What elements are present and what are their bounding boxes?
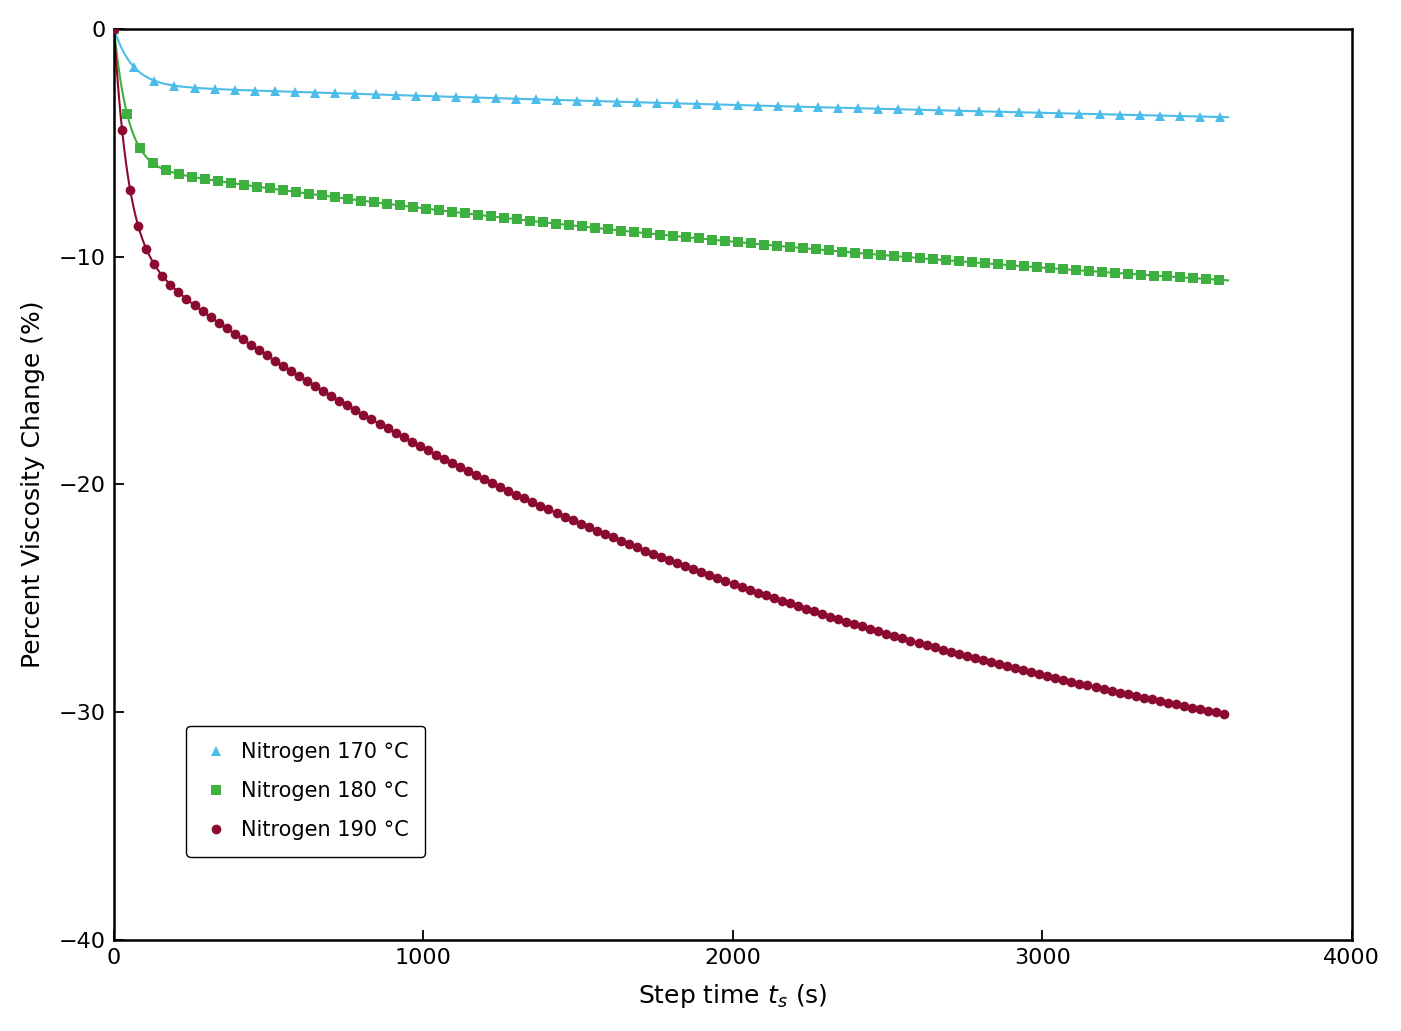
Nitrogen 180 °C xyxy=(1041,262,1058,274)
Nitrogen 170 °C xyxy=(829,101,846,113)
Nitrogen 180 °C xyxy=(639,227,656,239)
Nitrogen 190 °C xyxy=(1192,703,1209,716)
Nitrogen 170 °C xyxy=(729,99,745,111)
Nitrogen 180 °C xyxy=(950,255,967,267)
Nitrogen 170 °C xyxy=(105,23,122,35)
Nitrogen 180 °C xyxy=(105,23,122,35)
Line: Nitrogen 190 °C: Nitrogen 190 °C xyxy=(109,24,1229,719)
Nitrogen 190 °C xyxy=(733,580,750,593)
Nitrogen 190 °C xyxy=(814,607,831,620)
Nitrogen 190 °C xyxy=(122,184,139,196)
Y-axis label: Percent Viscosity Change (%): Percent Viscosity Change (%) xyxy=(21,301,45,668)
Nitrogen 170 °C xyxy=(509,93,525,105)
Nitrogen 180 °C xyxy=(1210,273,1227,286)
Nitrogen 170 °C xyxy=(1212,110,1229,123)
Line: Nitrogen 180 °C: Nitrogen 180 °C xyxy=(109,24,1223,285)
Line: Nitrogen 170 °C: Nitrogen 170 °C xyxy=(109,24,1224,122)
Nitrogen 180 °C xyxy=(158,164,175,176)
X-axis label: Step time $\mathit{t}$$_\mathit{s}$ (s): Step time $\mathit{t}$$_\mathit{s}$ (s) xyxy=(637,983,828,1010)
Nitrogen 190 °C xyxy=(685,563,702,575)
Nitrogen 190 °C xyxy=(113,124,130,136)
Nitrogen 190 °C xyxy=(105,23,122,35)
Nitrogen 190 °C xyxy=(1216,707,1233,720)
Nitrogen 180 °C xyxy=(132,142,149,155)
Nitrogen 170 °C xyxy=(126,61,143,73)
Nitrogen 170 °C xyxy=(950,104,967,117)
Nitrogen 180 °C xyxy=(223,176,240,189)
Nitrogen 170 °C xyxy=(790,100,807,112)
Legend: Nitrogen 170 °C, Nitrogen 180 °C, Nitrogen 190 °C: Nitrogen 170 °C, Nitrogen 180 °C, Nitrog… xyxy=(186,726,425,857)
